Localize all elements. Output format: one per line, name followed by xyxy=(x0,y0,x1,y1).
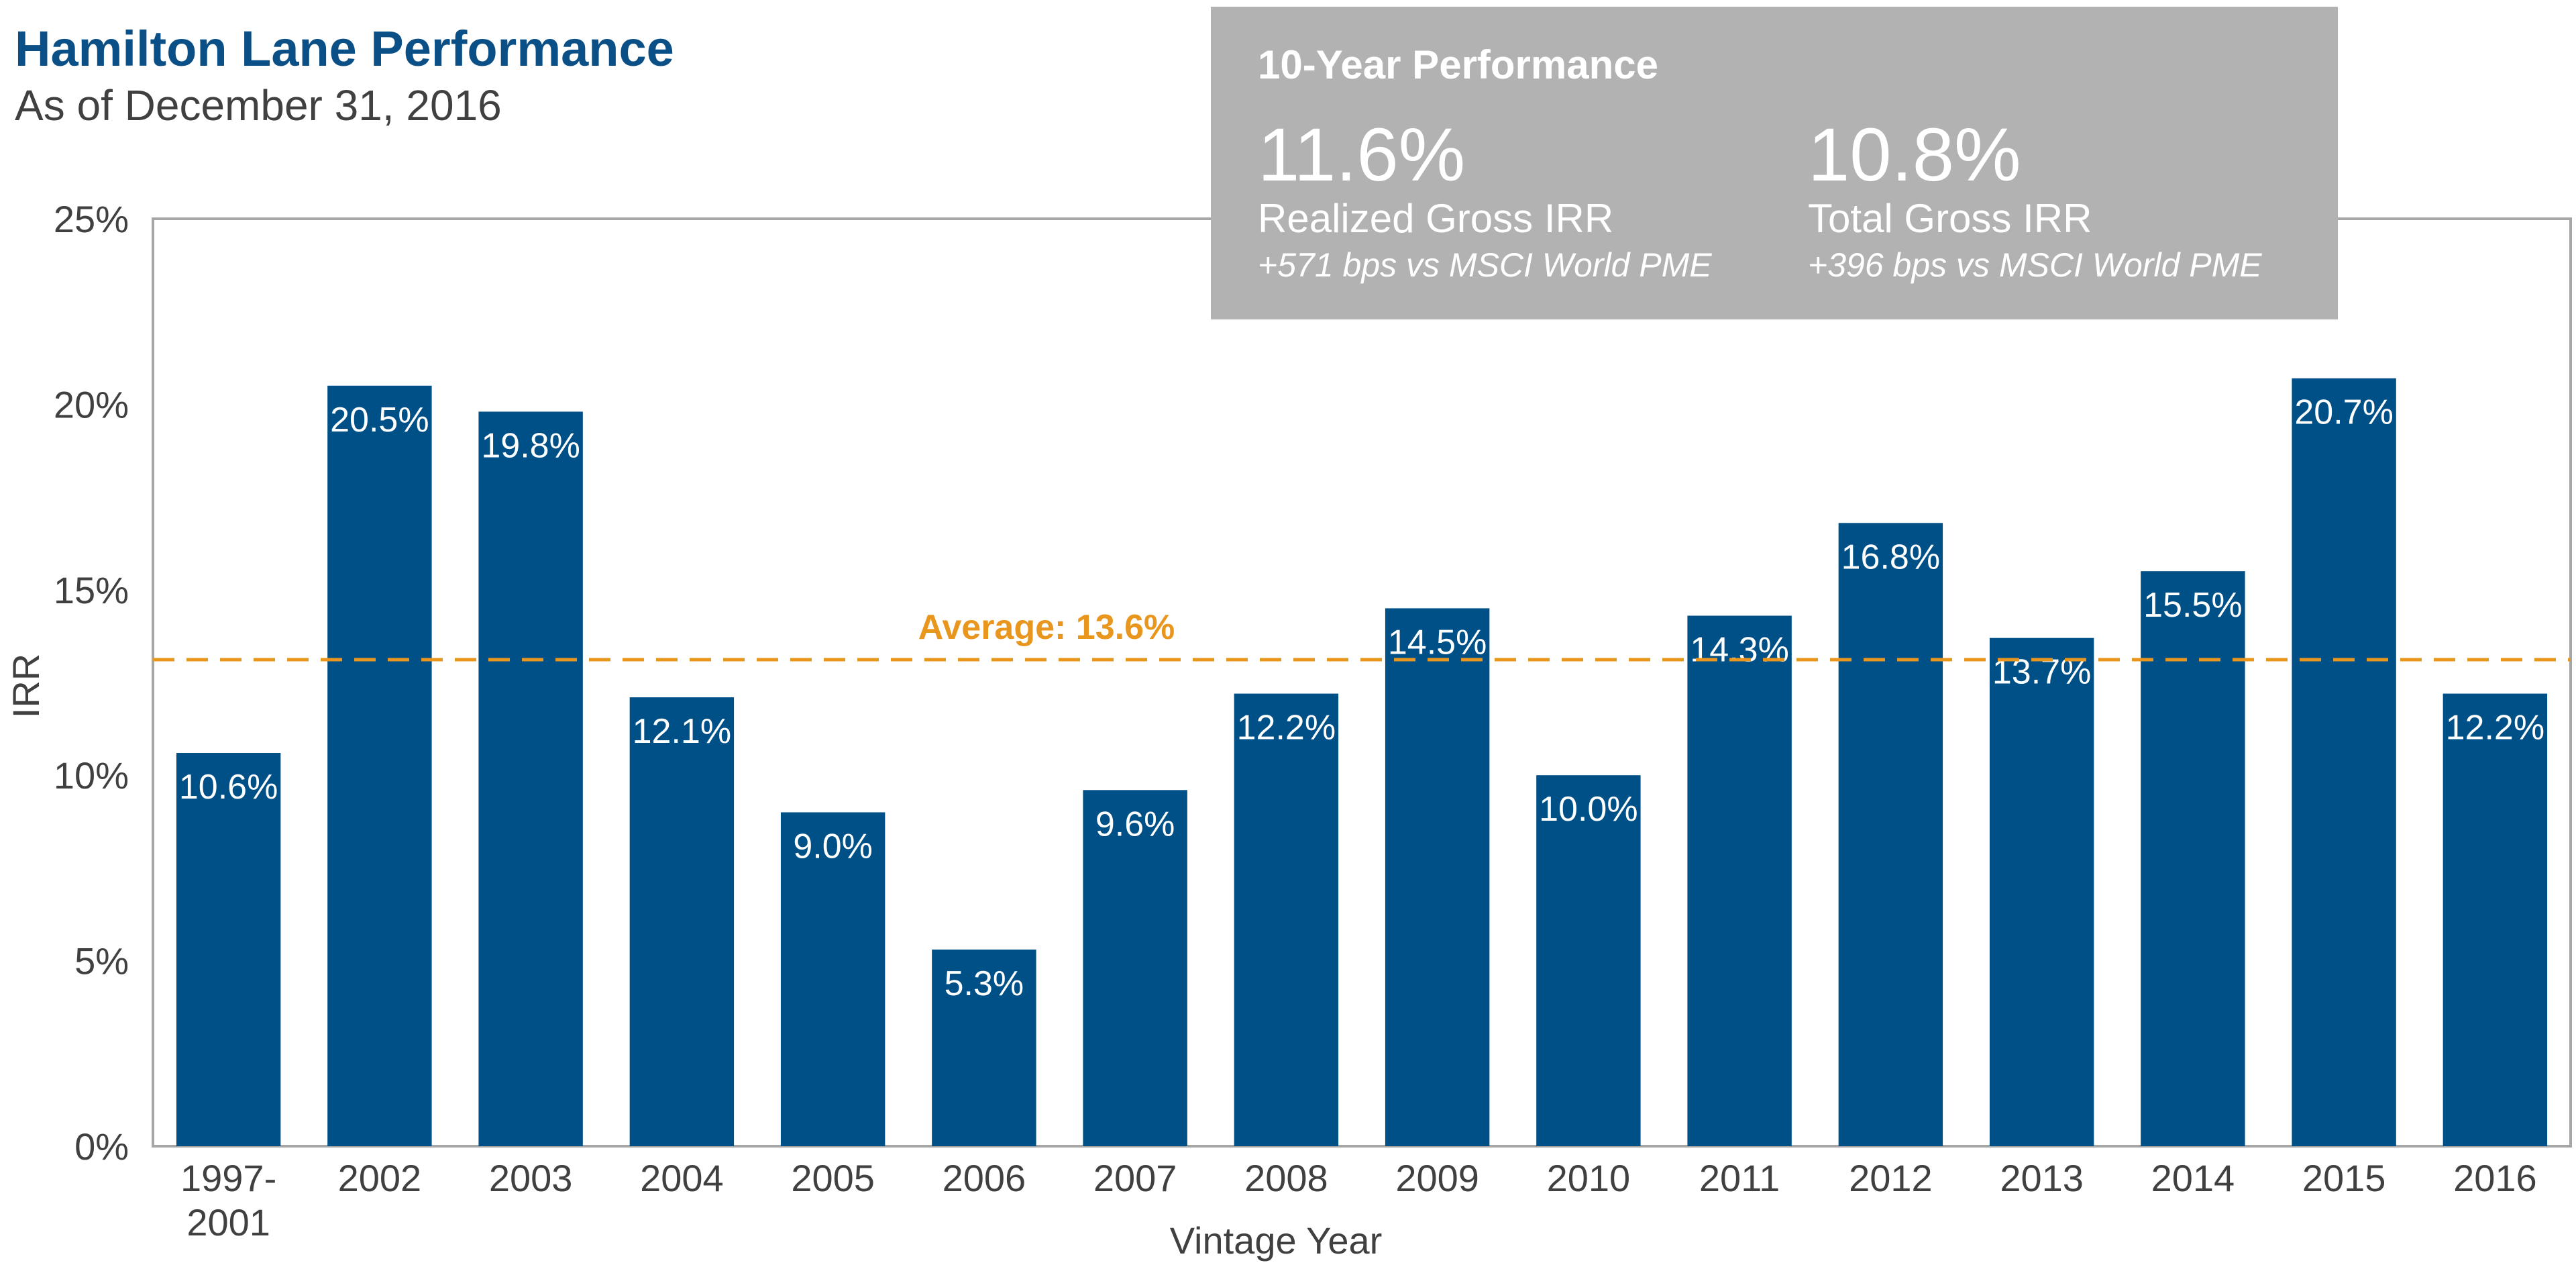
bar-data-label: 16.8% xyxy=(1841,538,1940,576)
x-tick-label-line: 2008 xyxy=(1244,1157,1328,1199)
x-tick-label: 2011 xyxy=(1699,1157,1780,1199)
y-tick-label: 0% xyxy=(74,1125,129,1168)
x-tick-label-line: 2002 xyxy=(338,1157,422,1199)
bar xyxy=(1234,693,1339,1146)
x-tick-label-line: 2011 xyxy=(1699,1157,1780,1199)
bar-data-label: 20.5% xyxy=(330,401,429,440)
x-tick-label-line: 2005 xyxy=(791,1157,875,1199)
y-tick-label: 25% xyxy=(54,198,129,240)
y-axis-title: IRR xyxy=(5,654,47,718)
x-tick-label-line: 2016 xyxy=(2453,1157,2537,1199)
realized-gross-irr-metric: 11.6% Realized Gross IRR +571 bps vs MSC… xyxy=(1258,115,1712,287)
callout-heading: 10-Year Performance xyxy=(1258,42,1659,87)
x-tick-label: 2004 xyxy=(640,1157,724,1199)
page-title: Hamilton Lane Performance xyxy=(15,21,674,77)
metric-note: +396 bps vs MSCI World PME xyxy=(1808,246,2262,284)
bar xyxy=(327,385,432,1146)
metric-note: +571 bps vs MSCI World PME xyxy=(1258,246,1712,284)
x-tick-label: 2015 xyxy=(2302,1157,2386,1199)
bar xyxy=(2292,378,2396,1146)
x-tick-label: 2014 xyxy=(2151,1157,2235,1199)
page-subtitle: As of December 31, 2016 xyxy=(15,81,502,130)
x-tick-label-line: 2015 xyxy=(2302,1157,2386,1199)
bar-data-label: 20.7% xyxy=(2294,393,2393,432)
x-tick-label: 2005 xyxy=(791,1157,875,1199)
ten-year-performance-panel: 10-Year Performance 11.6% Realized Gross… xyxy=(1211,7,2338,319)
bar xyxy=(478,411,583,1146)
y-tick-label: 15% xyxy=(54,569,129,611)
y-tick-label: 5% xyxy=(74,940,129,982)
x-tick-label: 2013 xyxy=(2000,1157,2084,1199)
metric-label: Realized Gross IRR xyxy=(1258,196,1614,241)
bar xyxy=(1536,775,1641,1146)
bar-data-label: 12.1% xyxy=(633,712,731,751)
bar-data-label: 10.0% xyxy=(1539,790,1638,829)
x-tick-label-line: 2006 xyxy=(943,1157,1026,1199)
x-tick-label: 2012 xyxy=(1849,1157,1933,1199)
x-tick-label-line: 2009 xyxy=(1395,1157,1479,1199)
bar xyxy=(780,812,885,1146)
total-gross-irr-metric: 10.8% Total Gross IRR +396 bps vs MSCI W… xyxy=(1808,115,2262,287)
x-tick-label-line: 2010 xyxy=(1547,1157,1631,1199)
x-tick-label-line: 2013 xyxy=(2000,1157,2084,1199)
x-tick-label: 2010 xyxy=(1547,1157,1631,1199)
metric-label: Total Gross IRR xyxy=(1808,196,2092,241)
bar xyxy=(1385,608,1490,1146)
bar-data-label: 9.0% xyxy=(793,827,873,866)
bar xyxy=(176,753,281,1146)
bar xyxy=(1083,790,1187,1146)
bar-data-label: 12.2% xyxy=(2446,709,2544,748)
x-tick-label: 2008 xyxy=(1244,1157,1328,1199)
metric-value: 11.6% xyxy=(1258,113,1466,197)
x-tick-label-line: 2004 xyxy=(640,1157,724,1199)
bar xyxy=(1989,638,2094,1146)
bar xyxy=(2443,693,2548,1146)
bar xyxy=(1687,615,1792,1146)
bar-data-label: 5.3% xyxy=(945,964,1024,1003)
bar-data-label: 15.5% xyxy=(2143,586,2242,625)
bar-data-label: 12.2% xyxy=(1237,709,1336,748)
x-tick-label-line: 1997- xyxy=(180,1157,276,1199)
x-tick-label: 2007 xyxy=(1093,1157,1177,1199)
bar xyxy=(932,950,1036,1146)
x-tick-label: 2009 xyxy=(1395,1157,1479,1199)
bar-data-label: 9.6% xyxy=(1095,805,1175,844)
bar xyxy=(1838,523,1943,1146)
bar-data-label: 14.3% xyxy=(1690,630,1788,669)
x-axis-title: Vintage Year xyxy=(1170,1219,1383,1262)
x-tick-label: 1997-2001 xyxy=(180,1157,276,1243)
x-tick-label: 2006 xyxy=(943,1157,1026,1199)
average-label: Average: 13.6% xyxy=(918,608,1175,647)
bar-data-label: 14.5% xyxy=(1388,623,1487,662)
x-tick-label: 2016 xyxy=(2453,1157,2537,1199)
bar-data-label: 19.8% xyxy=(481,426,580,465)
bar xyxy=(629,697,735,1146)
x-tick-label: 2003 xyxy=(489,1157,573,1199)
bar-data-label: 10.6% xyxy=(179,768,278,807)
x-tick-label-line: 2012 xyxy=(1849,1157,1933,1199)
y-tick-label: 10% xyxy=(54,754,129,797)
x-tick-label-line: 2007 xyxy=(1093,1157,1177,1199)
metric-value: 10.8% xyxy=(1808,113,2021,197)
y-tick-label: 20% xyxy=(54,383,129,425)
bar xyxy=(2141,571,2245,1146)
x-tick-label-line: 2003 xyxy=(489,1157,573,1199)
x-tick-label-line: 2001 xyxy=(186,1201,270,1243)
x-tick-label: 2002 xyxy=(338,1157,422,1199)
x-tick-label-line: 2014 xyxy=(2151,1157,2235,1199)
